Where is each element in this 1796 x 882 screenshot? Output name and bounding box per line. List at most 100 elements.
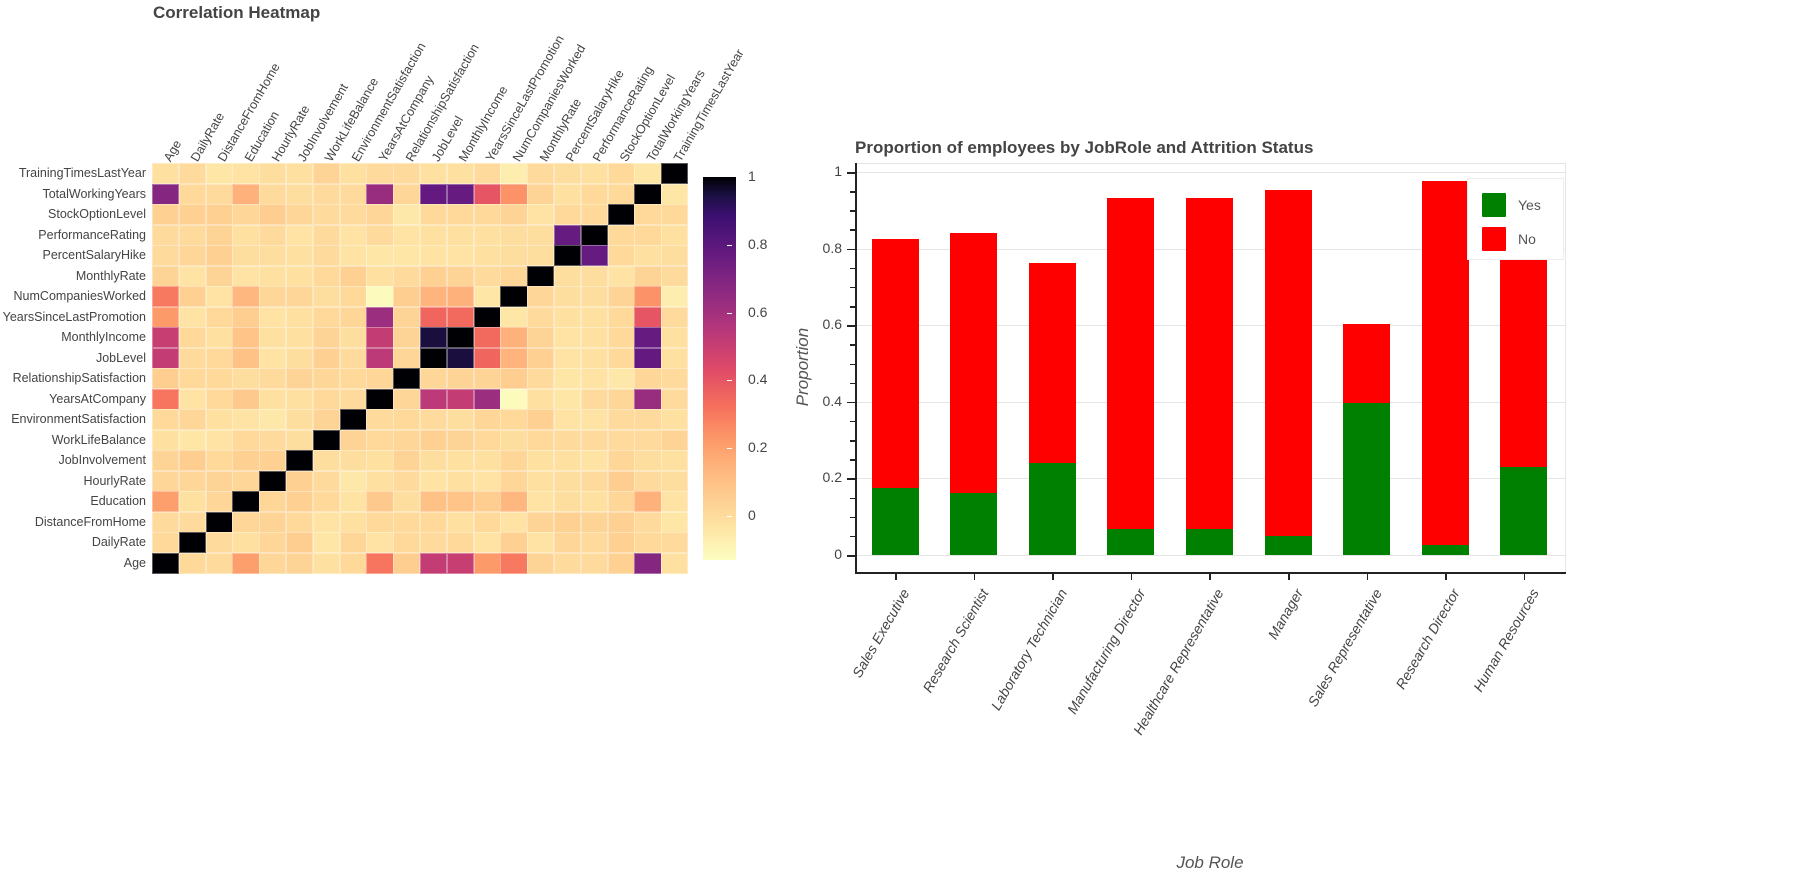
- bar-segment-yes[interactable]: [1264, 536, 1312, 555]
- heatmap-cell[interactable]: [178, 388, 207, 410]
- heatmap-cell[interactable]: [527, 491, 555, 512]
- heatmap-cell[interactable]: [393, 265, 421, 287]
- heatmap-cell[interactable]: [178, 183, 207, 205]
- heatmap-cell[interactable]: [393, 183, 421, 205]
- heatmap-cell[interactable]: [312, 224, 341, 246]
- heatmap-cell[interactable]: [554, 470, 582, 492]
- heatmap-cell[interactable]: [232, 306, 260, 328]
- heatmap-cell[interactable]: [366, 470, 394, 492]
- heatmap-cell[interactable]: [393, 511, 421, 533]
- heatmap-cell[interactable]: [607, 491, 635, 512]
- heatmap-cell[interactable]: [259, 183, 287, 205]
- heatmap-cell[interactable]: [554, 347, 582, 369]
- heatmap-cell[interactable]: [661, 327, 689, 348]
- heatmap-cell[interactable]: [661, 491, 689, 512]
- heatmap-cell[interactable]: [205, 306, 233, 328]
- heatmap-cell[interactable]: [527, 388, 555, 410]
- heatmap-cell[interactable]: [312, 183, 341, 205]
- heatmap-cell[interactable]: [500, 470, 528, 492]
- heatmap-cell[interactable]: [286, 450, 314, 471]
- heatmap-cell[interactable]: [473, 183, 501, 205]
- heatmap-cell[interactable]: [178, 265, 207, 287]
- heatmap-cell[interactable]: [580, 491, 609, 512]
- heatmap-cell[interactable]: [232, 429, 260, 451]
- heatmap-cell[interactable]: [259, 347, 287, 369]
- heatmap-cell[interactable]: [205, 183, 233, 205]
- heatmap-cell[interactable]: [205, 163, 233, 184]
- heatmap-cell[interactable]: [152, 224, 180, 246]
- heatmap-cell[interactable]: [205, 532, 233, 553]
- heatmap-cell[interactable]: [152, 306, 180, 328]
- heatmap-cell[interactable]: [420, 306, 448, 328]
- heatmap-cell[interactable]: [634, 286, 662, 307]
- heatmap-cell[interactable]: [607, 163, 635, 184]
- heatmap-cell[interactable]: [152, 409, 180, 430]
- heatmap-cell[interactable]: [366, 286, 394, 307]
- heatmap-cell[interactable]: [420, 163, 448, 184]
- heatmap-cell[interactable]: [446, 183, 475, 205]
- heatmap-cell[interactable]: [393, 347, 421, 369]
- heatmap-cell[interactable]: [366, 532, 394, 553]
- heatmap-cell[interactable]: [232, 409, 260, 430]
- heatmap-cell[interactable]: [259, 450, 287, 471]
- heatmap-cell[interactable]: [446, 532, 475, 553]
- heatmap-cell[interactable]: [420, 204, 448, 225]
- heatmap-cell[interactable]: [607, 224, 635, 246]
- heatmap-cell[interactable]: [259, 491, 287, 512]
- heatmap-cell[interactable]: [420, 409, 448, 430]
- heatmap-cell[interactable]: [527, 532, 555, 553]
- heatmap-cell[interactable]: [339, 224, 367, 246]
- heatmap-cell[interactable]: [446, 245, 475, 266]
- heatmap-cell[interactable]: [312, 163, 341, 184]
- heatmap-cell[interactable]: [661, 245, 689, 266]
- heatmap-cell[interactable]: [420, 532, 448, 553]
- heatmap-cell[interactable]: [661, 552, 689, 574]
- heatmap-cell[interactable]: [232, 388, 260, 410]
- heatmap-cell[interactable]: [661, 347, 689, 369]
- heatmap-cell[interactable]: [500, 204, 528, 225]
- heatmap-cell[interactable]: [554, 388, 582, 410]
- heatmap-cell[interactable]: [527, 245, 555, 266]
- heatmap-cell[interactable]: [580, 429, 609, 451]
- heatmap-cell[interactable]: [259, 388, 287, 410]
- heatmap-cell[interactable]: [580, 511, 609, 533]
- heatmap-cell[interactable]: [286, 204, 314, 225]
- heatmap-cell[interactable]: [420, 450, 448, 471]
- heatmap-cell[interactable]: [661, 532, 689, 553]
- heatmap-cell[interactable]: [312, 491, 341, 512]
- heatmap-cell[interactable]: [286, 429, 314, 451]
- heatmap-cell[interactable]: [312, 306, 341, 328]
- heatmap-cell[interactable]: [473, 327, 501, 348]
- heatmap-cell[interactable]: [446, 347, 475, 369]
- heatmap-cell[interactable]: [661, 409, 689, 430]
- heatmap-cell[interactable]: [634, 552, 662, 574]
- heatmap-cell[interactable]: [232, 327, 260, 348]
- bar-segment-no[interactable]: [1264, 190, 1312, 537]
- heatmap-cell[interactable]: [661, 470, 689, 492]
- heatmap-cell[interactable]: [366, 163, 394, 184]
- heatmap-cell[interactable]: [634, 532, 662, 553]
- heatmap-cell[interactable]: [259, 204, 287, 225]
- heatmap-cell[interactable]: [232, 368, 260, 389]
- heatmap-cell[interactable]: [259, 245, 287, 266]
- heatmap-cell[interactable]: [286, 163, 314, 184]
- heatmap-cell[interactable]: [580, 306, 609, 328]
- bar-segment-no[interactable]: [1343, 324, 1391, 403]
- heatmap-cell[interactable]: [286, 347, 314, 369]
- heatmap-cell[interactable]: [178, 286, 207, 307]
- bar-segment-no[interactable]: [1028, 263, 1076, 464]
- heatmap-cell[interactable]: [393, 204, 421, 225]
- heatmap-cell[interactable]: [420, 511, 448, 533]
- heatmap-cell[interactable]: [661, 450, 689, 471]
- heatmap-cell[interactable]: [312, 511, 341, 533]
- heatmap-cell[interactable]: [446, 552, 475, 574]
- heatmap-cell[interactable]: [634, 327, 662, 348]
- bar-segment-no[interactable]: [1185, 198, 1233, 529]
- heatmap-cell[interactable]: [554, 163, 582, 184]
- heatmap-cell[interactable]: [446, 368, 475, 389]
- heatmap-cell[interactable]: [661, 429, 689, 451]
- heatmap-cell[interactable]: [607, 306, 635, 328]
- heatmap-cell[interactable]: [580, 409, 609, 430]
- legend-item-yes[interactable]: Yes: [1482, 193, 1541, 217]
- heatmap-cell[interactable]: [152, 470, 180, 492]
